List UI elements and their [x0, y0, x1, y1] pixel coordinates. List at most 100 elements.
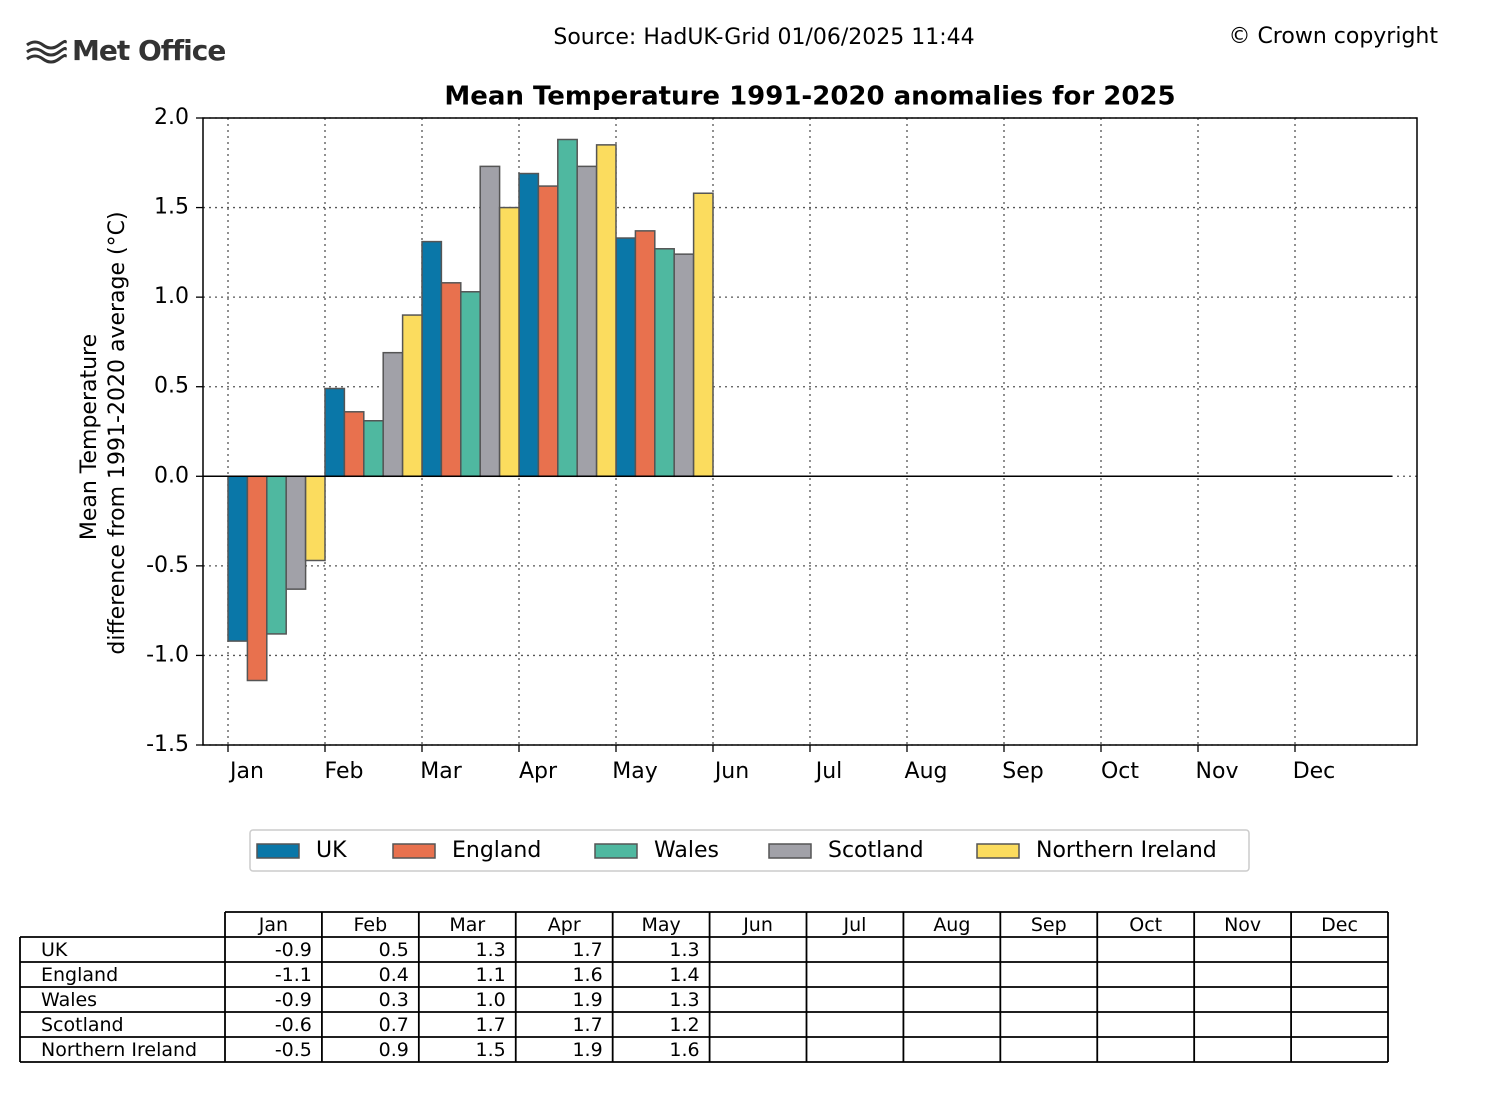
bar — [304, 475, 326, 562]
table-cell: 0.4 — [379, 964, 409, 986]
bar — [440, 282, 462, 478]
table-cell: 0.9 — [379, 1039, 409, 1061]
x-tick-label: Jul — [814, 759, 843, 784]
table-header: Aug — [933, 914, 970, 936]
chart-title: Mean Temperature 1991-2020 anomalies for… — [444, 82, 1175, 112]
legend-label: Northern Ireland — [1036, 838, 1217, 863]
table-cell: 1.1 — [476, 964, 506, 986]
bar — [227, 475, 249, 642]
bar — [363, 420, 384, 478]
bar — [518, 172, 540, 478]
table-header: Jun — [742, 914, 773, 936]
x-tick-label: May — [612, 759, 657, 784]
table-cell: 0.7 — [379, 1014, 409, 1036]
bar — [285, 475, 307, 590]
y-tick-label: 0.5 — [154, 374, 189, 399]
y-axis-label: difference from 1991-2020 average (°C) — [105, 211, 130, 654]
legend-label: UK — [316, 838, 347, 863]
y-tick-label: 1.0 — [154, 284, 189, 309]
x-tick-label: Oct — [1101, 759, 1139, 784]
bar — [654, 248, 675, 478]
table-header: May — [641, 914, 680, 936]
bar — [401, 314, 423, 478]
bar — [537, 185, 559, 478]
x-tick-label: Jun — [713, 759, 749, 784]
bar — [246, 475, 268, 682]
table-row-label: England — [41, 964, 118, 986]
legend-swatch — [768, 843, 812, 859]
table-header: Mar — [449, 914, 485, 936]
table-cell: 1.7 — [572, 1014, 602, 1036]
y-axis-label: Mean Temperature — [77, 334, 102, 540]
table-cell: -0.6 — [275, 1014, 312, 1036]
table-cell: 1.3 — [476, 939, 506, 961]
x-tick-label: Apr — [519, 759, 558, 784]
x-tick-label: Sep — [1002, 759, 1043, 784]
table-cell: 1.0 — [476, 989, 506, 1011]
legend-swatch — [976, 843, 1020, 859]
bar — [692, 192, 714, 478]
table-header: Nov — [1224, 914, 1261, 936]
y-tick-label: -1.0 — [146, 642, 189, 667]
table-cell: 1.7 — [476, 1014, 506, 1036]
table-cell: 1.9 — [572, 989, 602, 1011]
x-tick-label: Feb — [325, 759, 364, 784]
x-tick-label: Jan — [228, 759, 264, 784]
bar — [382, 351, 404, 478]
table-header: Jan — [258, 914, 288, 936]
table-row-label: Northern Ireland — [41, 1039, 197, 1061]
legend-label: England — [452, 838, 541, 863]
table-cell: 1.3 — [669, 939, 699, 961]
legend-frame — [249, 829, 1250, 872]
table-cell: 0.3 — [379, 989, 409, 1011]
table-cell: -1.1 — [275, 964, 312, 986]
x-tick-label: Aug — [905, 759, 948, 784]
bar — [673, 253, 695, 478]
bar — [615, 237, 637, 478]
bar — [479, 165, 501, 478]
table-header: Feb — [354, 914, 388, 936]
table-cell: 1.2 — [669, 1014, 699, 1036]
table-row-label: UK — [41, 939, 68, 961]
table-cell: -0.9 — [275, 989, 312, 1011]
y-tick-label: 0.0 — [154, 463, 189, 488]
table-header: Oct — [1129, 914, 1162, 936]
y-tick-label: 1.5 — [154, 195, 189, 220]
legend-label: Wales — [654, 838, 719, 863]
x-tick-label: Mar — [420, 759, 462, 784]
table-cell: 1.9 — [572, 1039, 602, 1061]
source: Source: HadUK-Grid 01/06/2025 11:44 — [553, 25, 974, 50]
table-cell: 1.7 — [572, 939, 602, 961]
logo-text: Met Office — [72, 34, 225, 67]
y-tick-label: 2.0 — [154, 105, 189, 130]
bar — [460, 291, 481, 478]
table-header: Sep — [1031, 914, 1067, 936]
table-row-label: Scotland — [41, 1014, 124, 1036]
bar — [576, 165, 598, 478]
table-cell: 0.5 — [379, 939, 409, 961]
copyright: © Crown copyright — [1228, 24, 1438, 49]
legend-label: Scotland — [828, 838, 924, 863]
x-tick-label: Nov — [1196, 759, 1239, 784]
table-cell: 1.6 — [669, 1039, 699, 1061]
legend-swatch — [392, 843, 436, 859]
legend-swatch — [256, 843, 300, 859]
table-cell: 1.4 — [669, 964, 699, 986]
bar — [343, 411, 365, 478]
y-tick-label: -1.5 — [146, 732, 189, 757]
table-header: Apr — [548, 914, 581, 936]
legend-swatch — [594, 843, 638, 859]
bar — [557, 138, 578, 478]
table-row-label: Wales — [41, 989, 97, 1011]
bar — [324, 387, 346, 478]
bar — [421, 240, 443, 478]
bar — [498, 206, 520, 478]
y-tick-label: -0.5 — [146, 553, 189, 578]
table-cell: 1.3 — [669, 989, 699, 1011]
bar — [595, 144, 617, 478]
plot-frame — [202, 117, 1418, 746]
table-cell: 1.6 — [572, 964, 602, 986]
table-header: Jul — [842, 914, 866, 936]
